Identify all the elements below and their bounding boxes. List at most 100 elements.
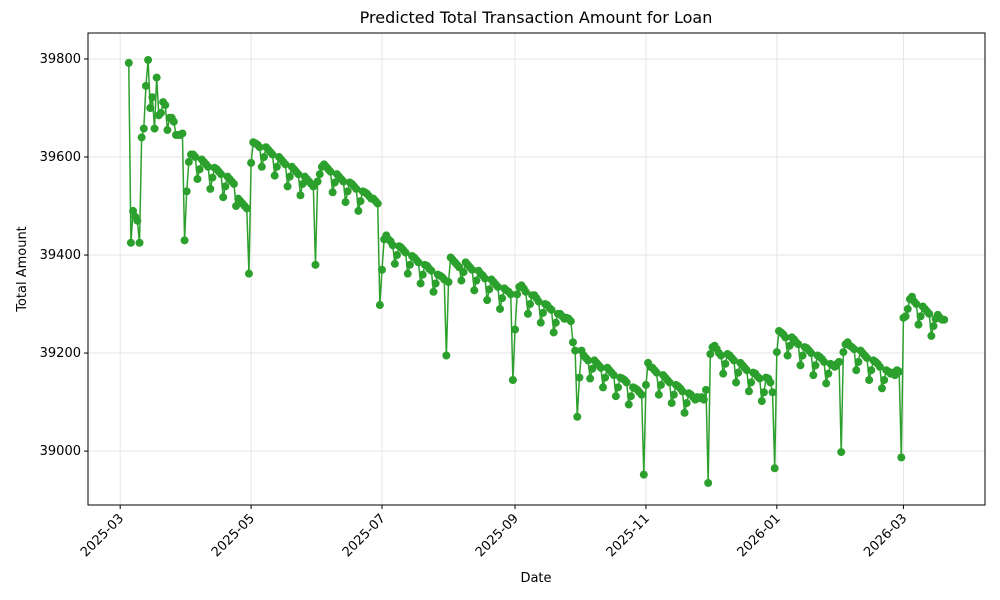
- data-point: [536, 318, 545, 327]
- data-point: [255, 143, 264, 152]
- data-point: [442, 351, 451, 360]
- data-point: [566, 317, 575, 326]
- data-point: [219, 193, 228, 202]
- data-point: [744, 387, 753, 396]
- data-point: [897, 453, 906, 462]
- data-point: [405, 260, 414, 269]
- data-point: [152, 73, 161, 82]
- data-point: [480, 274, 489, 283]
- data-point: [626, 392, 635, 401]
- data-point: [330, 178, 339, 187]
- data-point: [927, 331, 936, 340]
- data-point: [523, 309, 532, 318]
- data-point: [925, 309, 934, 318]
- data-point: [311, 260, 320, 269]
- data-point: [146, 103, 155, 112]
- data-point: [759, 388, 768, 397]
- data-point: [637, 390, 646, 399]
- data-point: [403, 269, 412, 278]
- data-point: [880, 376, 889, 385]
- data-point: [596, 363, 605, 372]
- data-point: [783, 351, 792, 360]
- data-point: [472, 276, 481, 285]
- data-point: [929, 322, 938, 331]
- data-point: [163, 126, 172, 135]
- data-point: [781, 333, 790, 342]
- data-point: [427, 266, 436, 275]
- data-point: [772, 348, 781, 357]
- data-point: [244, 269, 253, 278]
- data-point: [356, 197, 365, 206]
- data-point: [547, 305, 556, 314]
- data-point: [551, 318, 560, 327]
- data-point: [641, 380, 650, 389]
- data-point: [328, 188, 337, 197]
- plot-frame: [87, 32, 986, 506]
- data-point: [521, 287, 530, 296]
- data-point: [601, 373, 610, 382]
- data-point: [912, 300, 921, 309]
- data-point: [742, 366, 751, 375]
- data-point: [549, 328, 558, 337]
- data-point: [156, 108, 165, 117]
- data-point: [257, 162, 266, 171]
- y-tick-label: 39800: [40, 52, 81, 67]
- data-point: [341, 198, 350, 207]
- data-point: [431, 279, 440, 288]
- data-point: [901, 312, 910, 321]
- data-point: [611, 392, 620, 401]
- data-point: [429, 287, 438, 296]
- data-point: [852, 366, 861, 375]
- data-point: [768, 388, 777, 397]
- data-point: [178, 129, 187, 138]
- data-point: [206, 184, 215, 193]
- data-point: [624, 400, 633, 409]
- data-point: [444, 277, 453, 286]
- data-point: [809, 371, 818, 380]
- data-point: [388, 241, 397, 250]
- data-point: [526, 300, 535, 309]
- data-point: [498, 294, 507, 303]
- y-tick-label: 39200: [40, 346, 81, 361]
- y-tick-label: 39000: [40, 444, 81, 459]
- data-point: [204, 162, 213, 171]
- data-point: [339, 177, 348, 186]
- data-point: [180, 236, 189, 245]
- data-point: [137, 133, 146, 142]
- data-point: [586, 374, 595, 383]
- data-point: [193, 175, 202, 184]
- data-point: [747, 378, 756, 387]
- data-point: [538, 308, 547, 317]
- data-point: [169, 117, 178, 126]
- data-point: [811, 361, 820, 370]
- y-tick-label: 39600: [40, 150, 81, 165]
- data-point: [285, 172, 294, 181]
- data-point: [229, 179, 238, 188]
- data-point: [865, 376, 874, 385]
- data-point: [148, 93, 157, 102]
- data-point: [352, 184, 361, 193]
- data-point: [854, 357, 863, 366]
- data-point: [401, 248, 410, 257]
- data-point: [506, 290, 515, 299]
- data-point: [124, 58, 133, 67]
- data-point: [914, 320, 923, 329]
- data-point: [839, 348, 848, 357]
- data-point: [794, 340, 803, 349]
- data-point: [208, 173, 217, 182]
- data-point: [373, 199, 382, 208]
- data-point: [508, 376, 517, 385]
- data-point: [877, 384, 886, 393]
- data-point: [390, 259, 399, 268]
- data-point: [678, 387, 687, 396]
- x-axis-label: Date: [520, 571, 551, 586]
- data-point: [757, 397, 766, 406]
- data-point: [717, 351, 726, 360]
- data-point: [221, 182, 230, 191]
- data-point: [820, 357, 829, 366]
- y-tick-label: 39400: [40, 248, 81, 263]
- data-point: [702, 385, 711, 394]
- data-point: [652, 368, 661, 377]
- data-point: [135, 238, 144, 247]
